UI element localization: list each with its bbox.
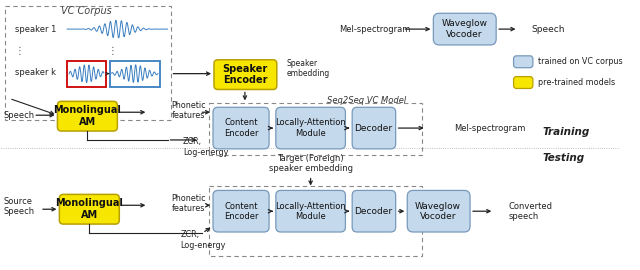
Bar <box>109 61 160 86</box>
Text: pre-trained models: pre-trained models <box>538 78 615 87</box>
Text: Waveglow
Vocoder: Waveglow Vocoder <box>441 19 487 39</box>
Text: Content
Encoder: Content Encoder <box>224 201 259 221</box>
Bar <box>5 6 170 120</box>
Text: Content
Encoder: Content Encoder <box>224 118 259 138</box>
FancyBboxPatch shape <box>60 194 119 224</box>
FancyBboxPatch shape <box>352 107 396 149</box>
Text: Speech: Speech <box>531 25 564 33</box>
Bar <box>209 187 422 256</box>
FancyBboxPatch shape <box>513 56 533 68</box>
Text: Speech: Speech <box>3 111 35 120</box>
Text: speaker 1: speaker 1 <box>15 25 56 33</box>
Text: ZCR,
Log-energy: ZCR, Log-energy <box>183 137 228 157</box>
Text: Speaker
embedding: Speaker embedding <box>287 59 330 78</box>
FancyBboxPatch shape <box>433 13 496 45</box>
Text: ⋮: ⋮ <box>15 46 25 56</box>
Text: ZCR,
Log-energy: ZCR, Log-energy <box>180 230 225 249</box>
Text: Decoder: Decoder <box>355 207 392 216</box>
Text: Training: Training <box>543 127 590 137</box>
Text: Decoder: Decoder <box>355 124 392 133</box>
Text: trained on VC corpus: trained on VC corpus <box>538 57 622 66</box>
Text: Converted
speech: Converted speech <box>509 201 553 221</box>
Text: Mel-spectrogram: Mel-spectrogram <box>340 25 411 33</box>
Text: Monolingual
AM: Monolingual AM <box>54 105 122 127</box>
FancyBboxPatch shape <box>58 101 117 131</box>
Text: Phonetic
features: Phonetic features <box>172 100 206 120</box>
Text: Mel-spectrogram: Mel-spectrogram <box>454 124 526 133</box>
Bar <box>67 61 106 86</box>
Text: Speaker
Encoder: Speaker Encoder <box>222 64 268 85</box>
FancyBboxPatch shape <box>407 190 470 232</box>
FancyBboxPatch shape <box>513 77 533 89</box>
Text: Testing: Testing <box>543 153 585 163</box>
Text: speaker k: speaker k <box>15 68 56 77</box>
Text: ⋮: ⋮ <box>108 46 117 56</box>
Text: Waveglow
Vocoder: Waveglow Vocoder <box>415 201 461 221</box>
Text: Locally-Attention
Module: Locally-Attention Module <box>275 201 346 221</box>
Text: Seq2Seq VC Model: Seq2Seq VC Model <box>327 96 406 105</box>
Text: Target (Foreign)
speaker embedding: Target (Foreign) speaker embedding <box>269 154 353 173</box>
FancyBboxPatch shape <box>276 107 346 149</box>
Text: Phonetic
features: Phonetic features <box>172 194 206 213</box>
Text: Source
Speech: Source Speech <box>3 197 35 216</box>
FancyBboxPatch shape <box>276 190 346 232</box>
FancyBboxPatch shape <box>213 190 269 232</box>
Bar <box>209 103 422 155</box>
Text: Locally-Attention
Module: Locally-Attention Module <box>275 118 346 138</box>
Text: VC Corpus: VC Corpus <box>61 6 112 16</box>
FancyBboxPatch shape <box>213 107 269 149</box>
Text: Monolingual
AM: Monolingual AM <box>56 198 124 220</box>
FancyBboxPatch shape <box>214 60 277 89</box>
FancyBboxPatch shape <box>352 190 396 232</box>
